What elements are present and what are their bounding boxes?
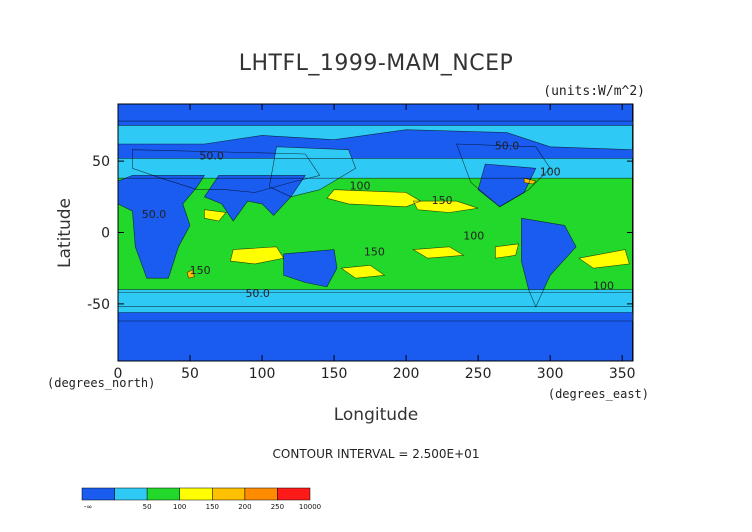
y-axis: -50 0 50 [87,154,633,313]
contour-line-13 [412,200,479,213]
contour-region-9 [521,218,577,307]
legend-swatch-5 [244,487,278,501]
contour-line-16 [340,264,386,279]
contour-line-0 [117,125,633,151]
legend-label-6: 10000 [299,503,321,511]
x-axis-note: (degrees_north) [47,376,155,390]
contour-line-18 [578,249,630,269]
color-legend: -∞ 50 100 150 200 250 10000 [81,487,321,511]
legend-swatch-6 [277,487,311,501]
y-tick-label-2: 50 [92,154,110,170]
legend-label-5: 250 [271,503,284,511]
x-tick-label-7: 350 [609,366,636,382]
contour-fill-layer [118,104,633,361]
contour-label-2: 100 [350,180,371,193]
contour-region-11 [118,289,633,313]
legend-label-3: 150 [206,503,219,511]
x-axis-label: Longitude [334,405,419,425]
contour-label-layer: 50.0 50.0 100 150 100 150 150 50.0 50.0 100 100 [142,140,614,300]
contour-line-9 [521,217,577,308]
contour-region-13 [413,201,479,213]
legend-swatch-3 [179,487,213,501]
contour-line-17 [412,246,465,259]
x-tick-label-1: 50 [181,366,199,382]
contour-label-0: 50.0 [199,150,224,163]
contour-line-14 [204,209,227,222]
contour-label-3: 150 [432,194,453,207]
legend-swatch-0 [81,487,115,501]
contour-region-19 [495,243,519,259]
y-tick-label-1: 0 [101,226,110,242]
legend-label-1: 50 [143,503,152,511]
legend-label-4: 200 [238,503,251,511]
contour-line-10 [477,163,537,208]
contour-label-7: 50.0 [245,287,270,300]
plot-area: 50.0 50.0 100 150 100 150 150 50.0 50.0 100 100 [117,103,634,362]
contour-line-21 [523,177,537,185]
contour-line-2 [456,143,551,208]
x-tick-label-2: 100 [249,366,276,382]
units-label: (units:W/m^2) [543,84,645,99]
x-tick-label-6: 300 [537,366,564,382]
contour-region-15 [230,246,284,264]
contour-region-12 [326,189,421,207]
contour-region-18 [579,249,630,269]
contour-line-7 [203,175,306,222]
contour-region-0 [118,125,633,150]
contour-label-4: 100 [463,230,484,243]
contour-label-6: 150 [190,264,211,277]
x-tick-label-3: 150 [321,366,348,382]
y-tick-label-0: -50 [87,297,110,313]
contour-region-21 [524,178,536,184]
contour-line-19 [495,243,519,259]
contour-line-8 [283,249,338,288]
legend-label-2: 100 [173,503,186,511]
contour-region-6 [118,175,205,279]
contour-line-1 [132,149,321,193]
contour-line-5 [268,146,357,198]
contour-label-5: 150 [364,245,385,258]
contour-label-9: 100 [540,165,561,178]
legend-swatch-2 [146,487,180,501]
legend-swatch-1 [114,487,148,501]
y-axis-note: (degrees_east) [548,387,649,401]
y-axis-label: Latitude [55,198,75,268]
contour-region-10 [478,164,536,207]
x-tick-label-5: 250 [465,366,492,382]
x-axis: 0 50 100 150 200 250 300 350 [114,104,636,382]
legend-swatch-4 [212,487,246,501]
x-tick-label-0: 0 [114,366,123,382]
contour-label-8: 50.0 [495,140,520,153]
x-tick-label-4: 200 [393,366,420,382]
contour-region-4 [118,178,633,293]
contour-label-10: 100 [593,280,614,293]
contour-line-12 [326,189,422,208]
contour-interval-text: CONTOUR INTERVAL = 2.500E+01 [273,447,480,461]
contour-line-20 [186,269,195,279]
chart-title: LHTFL_1999-MAM_NCEP [239,51,514,76]
contour-label-1: 50.0 [142,208,167,221]
contour-region-22 [118,321,633,361]
contour-region-17 [413,246,464,259]
contour-region-8 [283,249,337,287]
contour-region-16 [341,265,385,279]
contour-line-15 [230,246,285,265]
contour-region-14 [204,209,226,222]
legend-label-0: -∞ [84,503,92,511]
contour-region-23 [118,104,633,122]
contour-region-7 [204,175,306,222]
